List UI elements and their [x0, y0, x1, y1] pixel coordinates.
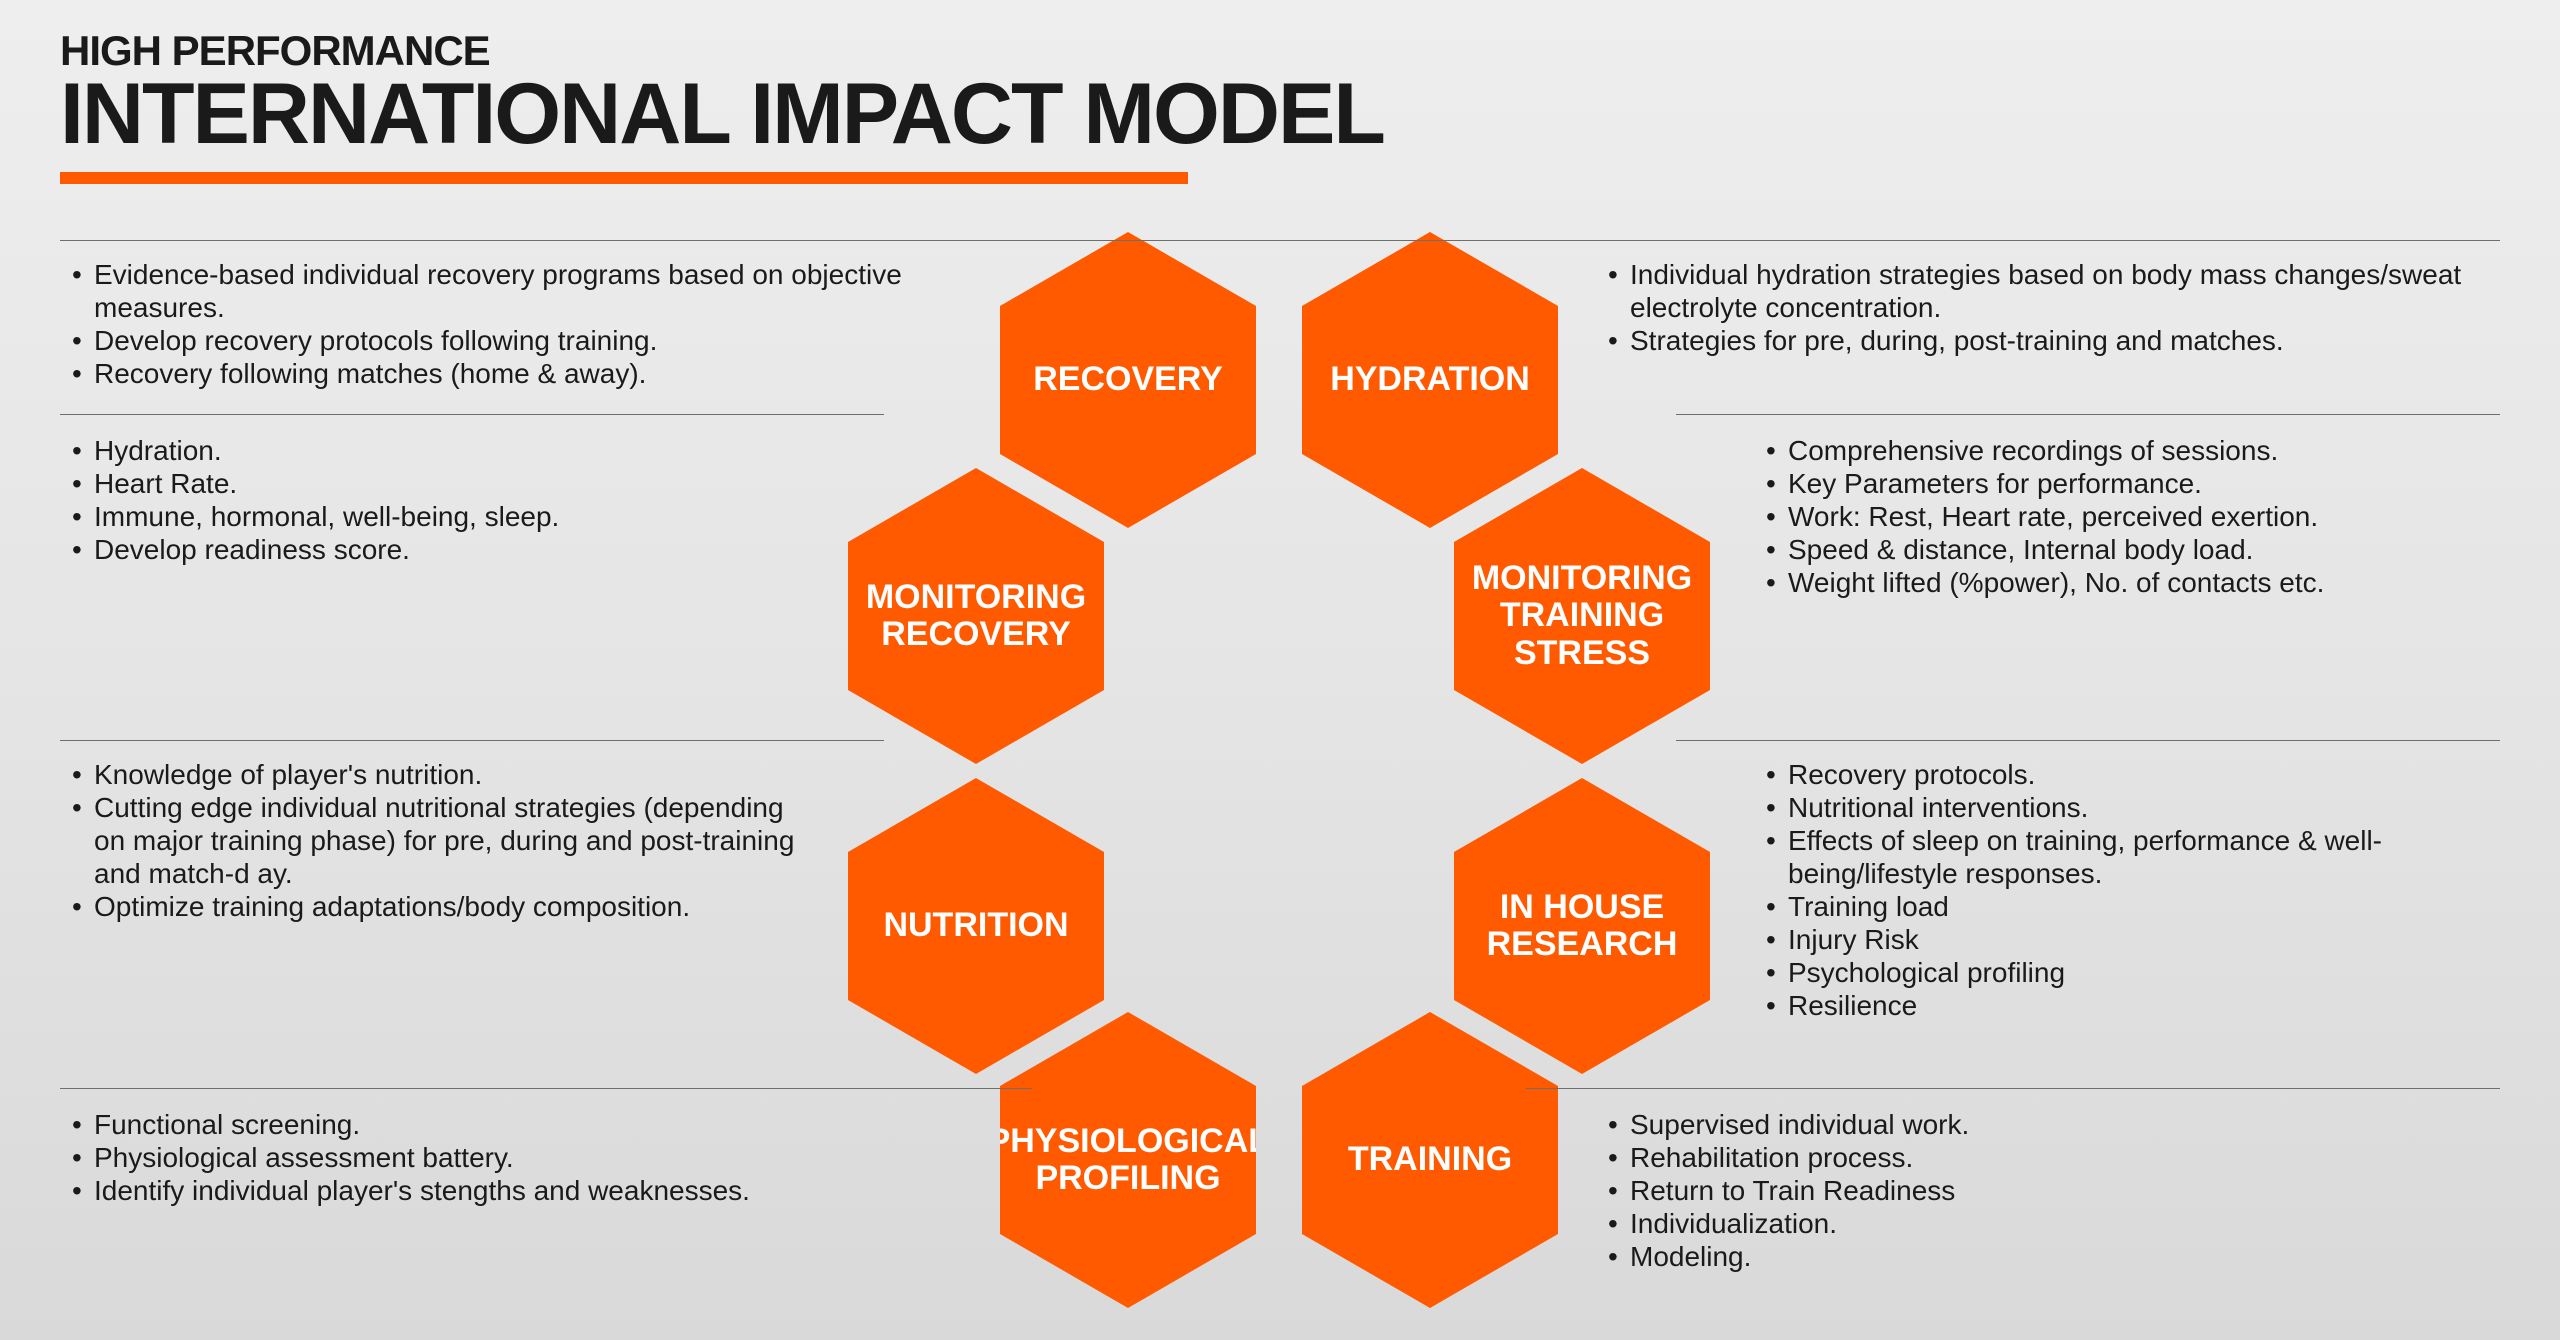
- bullet-item: Immune, hormonal, well-being, sleep.: [72, 500, 812, 533]
- hex-label: MONITORING RECOVERY: [866, 579, 1086, 654]
- hex-recovery: RECOVERY: [1000, 232, 1256, 528]
- hex-monitoring-recovery: MONITORING RECOVERY: [848, 468, 1104, 764]
- bullet-item: Knowledge of player's nutrition.: [72, 758, 812, 791]
- hex-training: TRAINING: [1302, 1012, 1558, 1308]
- bullet-item: Injury Risk: [1766, 923, 2496, 956]
- bullet-item: Resilience: [1766, 989, 2496, 1022]
- hex-label: NUTRITION: [883, 907, 1068, 944]
- bullets-monitoring-recovery: Hydration.Heart Rate.Immune, hormonal, w…: [72, 434, 812, 566]
- bullet-item: Weight lifted (%power), No. of contacts …: [1766, 566, 2496, 599]
- hex-label: IN HOUSE RESEARCH: [1472, 889, 1692, 964]
- divider-line: [60, 414, 884, 415]
- hex-monitoring-training-stress: MONITORING TRAINING STRESS: [1454, 468, 1710, 764]
- bullet-item: Work: Rest, Heart rate, perceived exerti…: [1766, 500, 2496, 533]
- bullet-item: Heart Rate.: [72, 467, 812, 500]
- hex-in-house-research: IN HOUSE RESEARCH: [1454, 778, 1710, 1074]
- bullet-item: Training load: [1766, 890, 2496, 923]
- hex-label: TRAINING: [1348, 1141, 1512, 1178]
- bullet-item: Evidence-based individual recovery progr…: [72, 258, 972, 324]
- bullet-item: Individual hydration strategies based on…: [1608, 258, 2488, 324]
- bullets-monitoring-training-stress: Comprehensive recordings of sessions.Key…: [1766, 434, 2496, 599]
- bullet-item: Optimize training adaptations/body compo…: [72, 890, 812, 923]
- hex-nutrition: NUTRITION: [848, 778, 1104, 1074]
- bullets-nutrition: Knowledge of player's nutrition.Cutting …: [72, 758, 812, 923]
- bullet-item: Supervised individual work.: [1608, 1108, 2488, 1141]
- bullet-item: Recovery following matches (home & away)…: [72, 357, 972, 390]
- bullets-in-house-research: Recovery protocols.Nutritional intervent…: [1766, 758, 2496, 1022]
- bullet-item: Functional screening.: [72, 1108, 992, 1141]
- bullet-item: Effects of sleep on training, performanc…: [1766, 824, 2496, 890]
- header: HIGH PERFORMANCE INTERNATIONAL IMPACT MO…: [60, 30, 1384, 156]
- bullet-item: Develop readiness score.: [72, 533, 812, 566]
- hex-label: HYDRATION: [1330, 361, 1530, 398]
- bullets-training: Supervised individual work.Rehabilitatio…: [1608, 1108, 2488, 1273]
- bullet-item: Nutritional interventions.: [1766, 791, 2496, 824]
- hex-physiological-profiling: PHYSIOLOGICAL PROFILING: [1000, 1012, 1256, 1308]
- bullet-item: Individualization.: [1608, 1207, 2488, 1240]
- divider-line: [1676, 740, 2500, 741]
- bullet-item: Rehabilitation process.: [1608, 1141, 2488, 1174]
- divider-line: [60, 1088, 1032, 1089]
- bullets-hydration: Individual hydration strategies based on…: [1608, 258, 2488, 357]
- bullet-item: Identify individual player's stengths an…: [72, 1174, 992, 1207]
- divider-line: [1676, 414, 2500, 415]
- bullet-item: Comprehensive recordings of sessions.: [1766, 434, 2496, 467]
- bullet-item: Hydration.: [72, 434, 812, 467]
- bullet-item: Strategies for pre, during, post-trainin…: [1608, 324, 2488, 357]
- title-underline: [60, 172, 1188, 184]
- bullet-item: Return to Train Readiness: [1608, 1174, 2488, 1207]
- bullet-item: Physiological assessment battery.: [72, 1141, 992, 1174]
- bullet-item: Modeling.: [1608, 1240, 2488, 1273]
- bullet-item: Recovery protocols.: [1766, 758, 2496, 791]
- hex-label: RECOVERY: [1033, 361, 1223, 398]
- bullet-item: Psychological profiling: [1766, 956, 2496, 989]
- hex-label: MONITORING TRAINING STRESS: [1472, 560, 1692, 672]
- bullets-recovery: Evidence-based individual recovery progr…: [72, 258, 972, 390]
- bullet-item: Develop recovery protocols following tra…: [72, 324, 972, 357]
- divider-line: [1526, 1088, 2500, 1089]
- bullet-item: Speed & distance, Internal body load.: [1766, 533, 2496, 566]
- header-title: INTERNATIONAL IMPACT MODEL: [60, 74, 1384, 156]
- bullet-item: Key Parameters for performance.: [1766, 467, 2496, 500]
- hex-hydration: HYDRATION: [1302, 232, 1558, 528]
- divider-line: [60, 740, 884, 741]
- bullet-item: Cutting edge individual nutritional stra…: [72, 791, 812, 890]
- hex-label: PHYSIOLOGICAL PROFILING: [988, 1123, 1269, 1198]
- divider-line: [60, 240, 2500, 241]
- bullets-physiological-profiling: Functional screening. Physiological asse…: [72, 1108, 992, 1207]
